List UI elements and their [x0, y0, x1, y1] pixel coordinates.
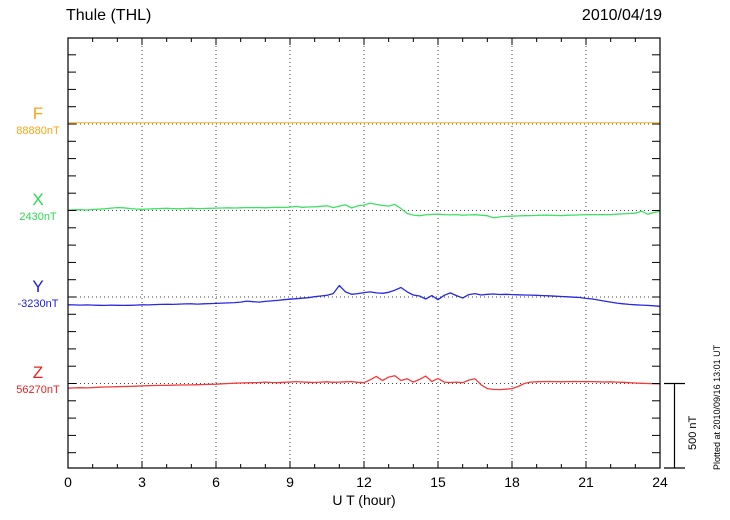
channel-letter-Y: Y	[32, 277, 44, 296]
x-axis-label: U T (hour)	[332, 492, 396, 508]
x-tick-label-6: 6	[212, 474, 220, 490]
x-tick-label-24: 24	[652, 474, 668, 490]
station-title: Thule (THL)	[66, 7, 152, 24]
channel-letter-X: X	[32, 190, 44, 209]
x-tick-label-0: 0	[64, 474, 72, 490]
channel-letter-F: F	[32, 104, 44, 123]
channel-letter-Z: Z	[32, 363, 44, 382]
channel-label-F: F 88880nT	[8, 105, 68, 137]
plotted-at-note: Plotted at 2010/09/16 13:01 UT	[712, 344, 722, 470]
channel-baseline-F: 88880nT	[16, 125, 60, 137]
plot-date: 2010/04/19	[581, 7, 662, 24]
channel-baseline-Z: 56270nT	[16, 384, 60, 396]
scale-bar-label: 500 nT	[687, 415, 699, 450]
trace-X	[67, 202, 661, 219]
trace-Z	[67, 375, 661, 391]
channel-baseline-X: 2430nT	[19, 211, 57, 223]
channel-baseline-Y: -3230nT	[17, 298, 59, 310]
channel-label-Z: Z 56270nT	[8, 364, 68, 396]
trace-Y	[67, 284, 661, 307]
x-tick-label-21: 21	[578, 474, 594, 490]
x-tick-label-9: 9	[286, 474, 294, 490]
x-tick-label-12: 12	[356, 474, 372, 490]
channel-label-Y: Y -3230nT	[8, 278, 68, 310]
x-tick-label-15: 15	[430, 474, 446, 490]
x-tick-label-3: 3	[138, 474, 146, 490]
channel-label-X: X 2430nT	[8, 191, 68, 223]
x-tick-label-18: 18	[504, 474, 520, 490]
